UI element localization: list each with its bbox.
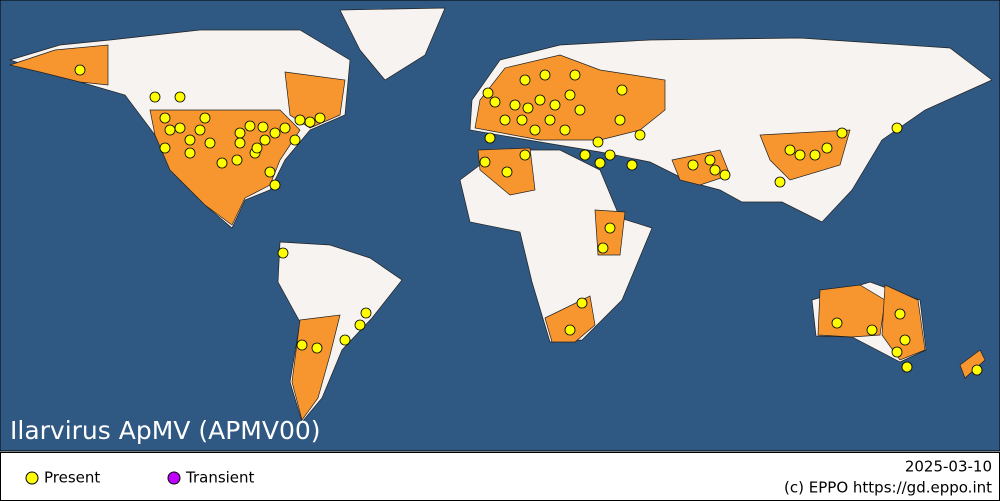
present-dot — [894, 308, 906, 320]
present-dot — [604, 222, 616, 234]
present-dot — [519, 74, 531, 86]
present-dot — [971, 364, 983, 376]
present-dot — [564, 324, 576, 336]
present-dot — [809, 149, 821, 161]
present-dot — [234, 127, 246, 139]
present-dot — [234, 137, 246, 149]
credit: (c) EPPO https://gd.eppo.int — [784, 479, 992, 497]
present-dot — [901, 361, 913, 373]
present-dot — [289, 134, 301, 146]
present-dot — [544, 114, 556, 126]
legend-label: Present — [44, 469, 100, 487]
present-dot — [159, 142, 171, 154]
present-dot — [269, 127, 281, 139]
present-dot — [251, 142, 263, 154]
present-dot — [174, 91, 186, 103]
present-dot — [592, 136, 604, 148]
legend-label: Transient — [185, 469, 255, 487]
present-dot — [821, 142, 833, 154]
present-dot — [311, 342, 323, 354]
present-dot — [194, 124, 206, 136]
present-dot — [259, 134, 271, 146]
present-dot — [704, 154, 716, 166]
present-dot — [159, 112, 171, 124]
present-dot — [482, 87, 494, 99]
present-dot — [519, 149, 531, 161]
legend-swatch-present — [25, 471, 39, 485]
present-dot — [891, 346, 903, 358]
present-dot — [231, 154, 243, 166]
present-dot — [891, 122, 903, 134]
present-dot — [626, 159, 638, 171]
present-dot — [149, 91, 161, 103]
occurrence-dots — [74, 64, 983, 376]
present-dot — [784, 144, 796, 156]
present-dot — [360, 307, 372, 319]
present-dot — [569, 69, 581, 81]
present-dot — [479, 156, 491, 168]
present-dot — [831, 317, 843, 329]
present-dot — [184, 147, 196, 159]
present-dot — [244, 120, 256, 132]
map-title: Ilarvirus ApMV (APMV00) — [10, 416, 321, 445]
date: 2025-03-10 — [905, 458, 992, 476]
present-dot — [294, 114, 306, 126]
present-dot — [604, 149, 616, 161]
present-dot — [279, 122, 291, 134]
present-dot — [549, 99, 561, 111]
present-dot — [709, 164, 721, 176]
present-dot — [164, 124, 176, 136]
present-dot — [614, 114, 626, 126]
present-dot — [522, 102, 534, 114]
legend-swatch-transient — [167, 471, 181, 485]
present-dot — [774, 176, 786, 188]
present-dot — [529, 124, 541, 136]
present-dot — [204, 137, 216, 149]
present-dot — [354, 319, 366, 331]
present-dot — [597, 242, 609, 254]
present-dot — [216, 157, 228, 169]
present-dot — [687, 159, 699, 171]
present-dot — [539, 69, 551, 81]
present-dot — [314, 112, 326, 124]
present-dot — [616, 84, 628, 96]
present-dot — [576, 297, 588, 309]
present-dot — [634, 129, 646, 141]
present-dot — [501, 166, 513, 178]
present-dot — [836, 127, 848, 139]
present-dot — [579, 149, 591, 161]
present-dot — [574, 104, 586, 116]
present-dot — [269, 179, 281, 191]
present-dot — [489, 96, 501, 108]
present-dot — [199, 112, 211, 124]
present-dot — [339, 334, 351, 346]
present-dot — [794, 149, 806, 161]
present-dot — [719, 169, 731, 181]
present-dot — [304, 116, 316, 128]
present-dot — [509, 99, 521, 111]
present-dot — [184, 134, 196, 146]
present-dot — [74, 64, 86, 76]
present-dot — [499, 114, 511, 126]
present-dot — [559, 124, 571, 136]
present-dot — [277, 247, 289, 259]
present-dot — [534, 94, 546, 106]
present-dot — [866, 324, 878, 336]
present-dot — [564, 89, 576, 101]
present-dot — [484, 132, 496, 144]
present-dot — [257, 121, 269, 133]
present-dot — [174, 122, 186, 134]
present-dot — [899, 334, 911, 346]
present-dot — [264, 166, 276, 178]
present-dot — [594, 157, 606, 169]
present-dot — [516, 114, 528, 126]
present-dot — [296, 339, 308, 351]
